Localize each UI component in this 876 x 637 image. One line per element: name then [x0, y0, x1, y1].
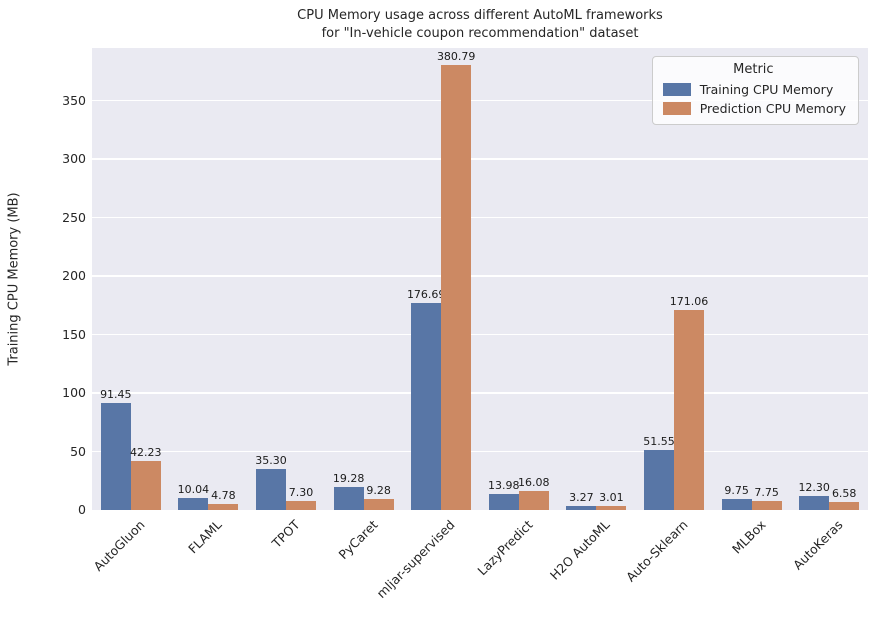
bar-value-label: 6.58	[831, 487, 857, 501]
bar-value-label: 176.69	[406, 288, 446, 302]
x-tick-label-TPOT: TPOT	[268, 517, 303, 551]
x-tick-label-PyCaret: PyCaret	[335, 517, 381, 563]
prediction-color-swatch	[662, 102, 691, 115]
bar-training-H2O AutoML	[566, 506, 597, 510]
bar-prediction-MLBox	[751, 500, 782, 510]
bar-prediction-AutoKeras	[829, 502, 860, 510]
bar-value-label: 380.79	[436, 49, 476, 63]
bar-value-label: 13.98	[488, 478, 520, 492]
bar-prediction-mljar-supervised	[441, 64, 472, 510]
bar-value-label: 10.04	[177, 483, 210, 497]
bar-value-label: 35.30	[255, 453, 287, 467]
bar-prediction-PyCaret	[363, 499, 394, 510]
chart-title: CPU Memory usage across different AutoML…	[92, 7, 868, 42]
x-tick-label-Auto-Sklearn: Auto-Sklearn	[623, 517, 691, 585]
gridline-150	[92, 333, 868, 336]
plot-area: Metric Training CPU Memory Prediction CP…	[92, 48, 868, 510]
x-tick-label-MLBox: MLBox	[728, 517, 769, 557]
y-tick-label-50: 50	[70, 443, 86, 459]
gridline-100	[92, 392, 868, 394]
bar-value-label: 3.01	[599, 491, 624, 505]
legend-entry-prediction-label: Prediction CPU Memory	[699, 101, 846, 116]
bar-value-label: 42.23	[130, 445, 162, 459]
bar-prediction-TPOT	[286, 501, 316, 510]
bar-prediction-H2O AutoML	[596, 506, 627, 510]
bar-training-PyCaret	[333, 487, 364, 510]
x-tick-label-H2O AutoML: H2O AutoML	[547, 517, 613, 583]
gridline-250	[92, 216, 868, 219]
bar-prediction-AutoGluon	[130, 460, 161, 510]
gridline-50	[92, 450, 868, 453]
bar-value-label: 7.75	[754, 485, 779, 499]
y-tick-label-150: 150	[62, 326, 86, 342]
gridline-200	[92, 275, 868, 277]
bar-prediction-Auto-Sklearn	[674, 309, 704, 510]
bar-value-label: 171.06	[669, 294, 709, 308]
chart-title-line1: CPU Memory usage across different AutoML…	[297, 8, 663, 23]
gridline-350	[92, 99, 868, 102]
bar-training-Auto-Sklearn	[644, 449, 674, 510]
gridline-300	[92, 158, 868, 160]
bar-value-label: 91.45	[100, 388, 132, 402]
bar-prediction-LazyPredict	[518, 491, 549, 510]
bar-training-FLAML	[178, 498, 209, 510]
bar-value-label: 9.75	[724, 483, 749, 497]
legend: Metric Training CPU Memory Prediction CP…	[651, 56, 859, 125]
legend-entry-training-label: Training CPU Memory	[699, 82, 834, 97]
bar-training-AutoGluon	[100, 403, 131, 510]
x-tick-label-AutoGluon: AutoGluon	[90, 517, 148, 575]
legend-entry-training: Training CPU Memory	[662, 82, 846, 97]
bar-training-AutoKeras	[799, 495, 830, 510]
y-axis-label: Training CPU Memory (MB)	[6, 192, 22, 366]
bar-value-label: 3.27	[569, 491, 594, 505]
bar-training-TPOT	[256, 468, 286, 510]
legend-title: Metric	[733, 62, 774, 77]
x-tick-label-LazyPredict: LazyPredict	[474, 517, 536, 579]
bar-value-label: 19.28	[332, 472, 365, 486]
bar-value-label: 9.28	[366, 484, 391, 498]
y-tick-label-350: 350	[62, 92, 86, 108]
bar-training-MLBox	[721, 498, 752, 510]
training-color-swatch	[662, 83, 691, 96]
bar-training-mljar-supervised	[411, 303, 442, 510]
x-tick-label-mljar-supervised: mljar-supervised	[373, 517, 458, 602]
y-tick-label-200: 200	[62, 268, 86, 284]
y-tick-label-100: 100	[62, 385, 86, 401]
y-tick-label-250: 250	[62, 209, 86, 225]
bar-value-label: 7.30	[288, 486, 314, 500]
chart-title-line2: for "In-vehicle coupon recommendation" d…	[321, 25, 639, 41]
bar-value-label: 4.78	[211, 489, 236, 503]
x-tick-label-AutoKeras: AutoKeras	[790, 517, 846, 573]
bar-value-label: 16.08	[518, 476, 550, 490]
bar-value-label: 12.30	[798, 480, 830, 494]
bar-training-LazyPredict	[488, 493, 519, 510]
x-tick-label-FLAML: FLAML	[185, 517, 225, 557]
bar-value-label: 51.55	[643, 434, 675, 448]
y-tick-label-0: 0	[78, 502, 86, 517]
bar-prediction-FLAML	[208, 504, 239, 510]
legend-entry-prediction: Prediction CPU Memory	[662, 101, 846, 116]
y-tick-label-300: 300	[62, 151, 86, 167]
